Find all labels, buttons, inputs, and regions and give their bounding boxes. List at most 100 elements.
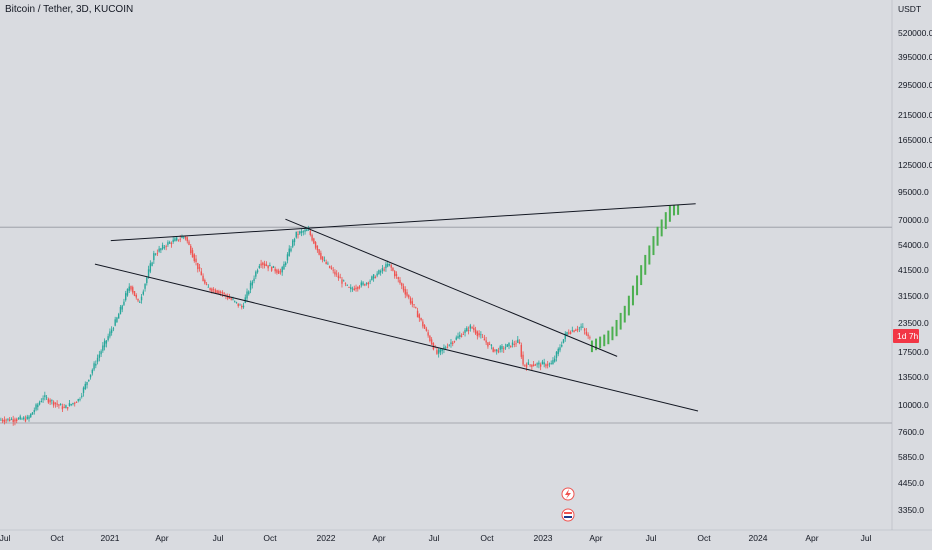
candle-body-172 (302, 231, 304, 233)
candle-body-304 (534, 364, 537, 366)
price-tick-17: 4450.0 (898, 478, 924, 488)
candle-body-288 (506, 344, 508, 347)
candle-body-250 (439, 348, 442, 353)
candle-body-161 (283, 264, 285, 270)
candle-body-108 (190, 245, 192, 254)
candle-body-28 (49, 399, 51, 403)
candle-body-205 (360, 282, 363, 286)
candle-body-323 (568, 332, 570, 334)
candle-body-152 (267, 265, 269, 269)
candle-body-142 (249, 283, 252, 290)
candle-body-328 (576, 329, 579, 331)
candle-body-136 (239, 304, 241, 306)
candle-body-7 (12, 419, 14, 422)
candle-body-104 (183, 236, 185, 238)
candle-body-87 (153, 253, 155, 261)
candle-body-97 (170, 242, 173, 245)
candle-body-199 (350, 287, 352, 290)
price-tick-14: 10000.0 (898, 400, 929, 410)
candle-body-30 (52, 401, 55, 406)
candle-body-175 (307, 229, 310, 231)
flag-stripe-bottom-icon (564, 516, 572, 518)
candle-body-245 (430, 339, 433, 345)
candle-body-169 (297, 234, 299, 235)
candle-body-239 (420, 317, 422, 321)
candle-body-237 (416, 310, 419, 318)
candle-body-6 (10, 419, 13, 420)
candle-body-67 (117, 314, 120, 319)
candle-body-200 (351, 288, 354, 290)
candle-body-176 (309, 231, 312, 235)
price-axis-currency: USDT (898, 4, 921, 14)
candle-body-72 (126, 288, 129, 296)
time-label-11: Apr (589, 533, 602, 543)
candle-body-159 (279, 271, 282, 273)
candle-body-185 (325, 262, 327, 264)
projection-bar-11 (636, 275, 639, 296)
candle-body-183 (321, 256, 324, 261)
candle-body-265 (466, 327, 468, 332)
candle-body-83 (146, 277, 148, 284)
candle-body-335 (589, 337, 591, 339)
candle-body-283 (497, 350, 500, 353)
price-tick-9: 41500.0 (898, 265, 929, 275)
time-label-16: Jul (861, 533, 872, 543)
candle-body-310 (545, 364, 547, 367)
candle-body-254 (446, 346, 449, 348)
candle-body-99 (174, 238, 176, 242)
candle-body-227 (399, 280, 401, 284)
projection-bar-3 (603, 334, 606, 347)
candle-body-125 (219, 291, 222, 293)
candle-body-149 (262, 262, 264, 265)
projection-bar-10 (631, 285, 634, 306)
candle-body-167 (293, 238, 296, 243)
candle-body-71 (125, 293, 127, 301)
candle-body-177 (311, 234, 313, 241)
candle-body-180 (316, 245, 319, 251)
candle-body-52 (91, 369, 94, 374)
candle-body-170 (299, 231, 301, 234)
projection-bar-12 (640, 265, 643, 286)
candle-body-301 (529, 364, 531, 366)
candle-body-46 (81, 395, 83, 397)
candle-body-294 (517, 339, 519, 343)
candle-body-255 (448, 344, 450, 346)
candle-body-235 (413, 304, 415, 306)
price-tick-13: 13500.0 (898, 372, 929, 382)
time-label-5: Oct (263, 533, 277, 543)
candle-body-9 (15, 419, 18, 422)
candle-body-271 (476, 331, 479, 337)
candle-body-308 (541, 361, 544, 365)
candle-body-40 (70, 404, 72, 406)
candle-body-291 (511, 342, 514, 345)
candle-body-116 (204, 279, 206, 284)
candle-body-249 (437, 349, 440, 354)
candle-body-212 (372, 274, 375, 279)
candle-body-217 (381, 268, 384, 272)
candle-body-154 (270, 267, 273, 271)
candle-body-0 (0, 419, 2, 421)
candle-body-143 (251, 281, 254, 286)
candle-body-182 (320, 252, 322, 259)
candle-body-107 (188, 241, 190, 245)
candle-body-103 (181, 236, 183, 239)
candle-body-96 (168, 242, 171, 244)
candle-body-226 (397, 277, 399, 280)
candle-body-318 (559, 347, 561, 351)
candle-body-70 (123, 301, 125, 305)
candle-body-186 (327, 263, 329, 265)
candle-body-81 (142, 291, 144, 295)
candle-body-114 (200, 271, 203, 276)
candle-body-276 (485, 340, 487, 343)
time-label-3: Apr (155, 533, 168, 543)
candle-body-197 (346, 284, 348, 286)
candle-body-1 (1, 419, 4, 422)
candle-body-232 (408, 295, 410, 298)
time-label-12: Jul (646, 533, 657, 543)
candle-body-109 (191, 250, 194, 258)
candle-body-4 (7, 418, 9, 420)
time-label-13: Oct (697, 533, 711, 543)
candle-body-23 (40, 401, 43, 403)
